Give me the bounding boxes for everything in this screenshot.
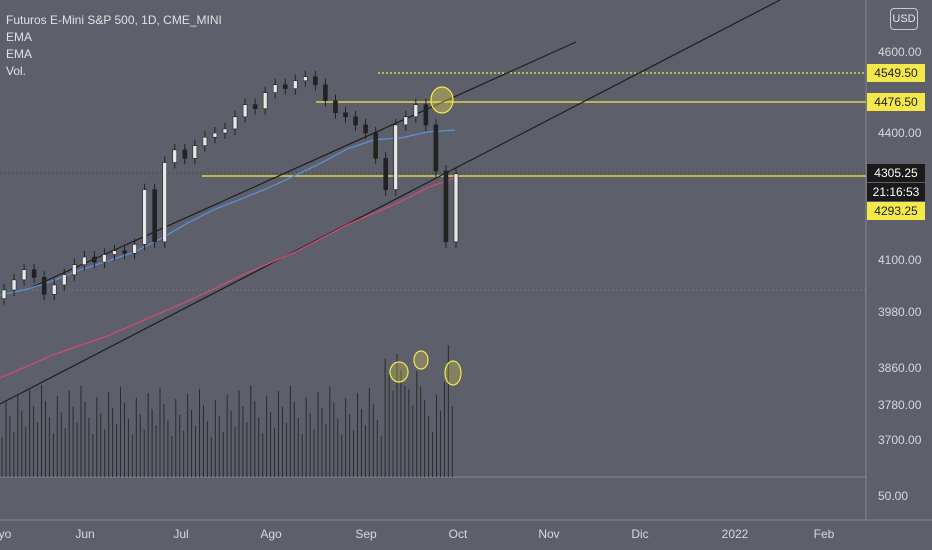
candle-body — [323, 84, 328, 101]
candle-body — [61, 274, 67, 286]
legend-title[interactable]: Futuros E-Mini S&P 500, 1D, CME_MINI — [6, 13, 222, 27]
candle-body — [443, 170, 449, 243]
candle-body — [21, 269, 27, 281]
legend-ema-2[interactable]: EMA — [6, 47, 33, 61]
candle-body — [172, 149, 178, 163]
candle-body — [262, 92, 268, 109]
candle-body — [72, 264, 77, 276]
candle-body — [403, 116, 409, 126]
candle-body — [303, 76, 308, 82]
candle-body — [292, 80, 298, 89]
highlight-circle-volume — [413, 350, 429, 370]
trendline-support[interactable] — [0, 0, 781, 405]
highlight-circle-volume — [444, 360, 462, 386]
candle-body — [212, 132, 218, 138]
candle-body — [353, 116, 358, 126]
time-tick-label: Jun — [75, 527, 94, 541]
candle-body — [51, 284, 57, 295]
candle-body — [82, 256, 87, 265]
time-tick-label: Jul — [173, 527, 188, 541]
candle-body — [122, 250, 127, 254]
time-tick-label: Ago — [260, 527, 282, 541]
candle-body — [343, 112, 348, 118]
price-tick-label: 3700.00 — [878, 433, 922, 447]
highlight-circle-price — [430, 86, 454, 114]
candle-body — [102, 254, 107, 263]
price-tick-label: 3860.00 — [878, 361, 922, 375]
candle-body — [31, 269, 37, 278]
time-tick-label: Sep — [355, 527, 377, 541]
candle-body — [383, 158, 388, 190]
candle-body — [282, 84, 288, 89]
price-tick-label: 3780.00 — [878, 398, 922, 412]
chart-legend: Futuros E-Mini S&P 500, 1D, CME_MINI EMA… — [6, 12, 222, 80]
ema-line-2 — [0, 177, 456, 379]
candle-body — [202, 136, 208, 146]
price-tag-box — [867, 183, 925, 201]
candle-body — [132, 244, 137, 254]
price-tag-label: 4305.25 — [874, 166, 918, 180]
candle-body — [232, 116, 238, 130]
candle-body — [333, 100, 338, 114]
candle-body — [272, 84, 278, 93]
time-tick-label: Feb — [814, 527, 835, 541]
time-tick-label: Nov — [538, 527, 559, 541]
candle-body — [313, 76, 318, 86]
candle-body — [11, 279, 17, 291]
highlight-circle-volume — [389, 361, 409, 383]
price-tag-label: 21:16:53 — [873, 185, 920, 199]
candle-body — [242, 104, 248, 118]
candle-body — [453, 173, 459, 243]
candle-body — [423, 104, 429, 126]
candle-body — [162, 162, 168, 243]
price-tick-label: 50.00 — [878, 489, 908, 503]
currency-button[interactable]: USD — [890, 8, 918, 30]
candle-body — [413, 104, 419, 118]
legend-volume[interactable]: Vol. — [6, 64, 27, 78]
candle-body — [222, 128, 228, 134]
candle-body — [192, 145, 198, 159]
candle-body — [112, 250, 117, 255]
candle-body — [92, 256, 97, 263]
candle-body — [373, 132, 378, 159]
candle-body — [433, 124, 439, 172]
price-tag-box — [867, 64, 925, 82]
price-tag-box — [867, 202, 925, 220]
time-tick-label: Dic — [631, 527, 648, 541]
time-tick-label: 2022 — [722, 527, 749, 541]
time-tick-label: Oct — [449, 527, 468, 541]
candle-body — [142, 189, 147, 245]
price-tick-label: 4400.00 — [878, 126, 922, 140]
candle-body — [152, 189, 157, 243]
trendline-upper[interactable] — [29, 41, 577, 289]
price-tag-label: 4476.50 — [874, 95, 918, 109]
candle-body — [182, 149, 188, 159]
price-tag-label: 4293.25 — [874, 204, 918, 218]
price-tick-label: 3980.00 — [878, 305, 922, 319]
price-tick-label: 4100.00 — [878, 253, 922, 267]
time-tick-label: yo — [0, 527, 12, 541]
candle-body — [252, 104, 258, 109]
candle-body — [393, 124, 399, 190]
price-tick-label: 4600.00 — [878, 45, 922, 59]
price-tag-box — [867, 164, 925, 182]
candle-body — [41, 277, 47, 295]
legend-ema-1[interactable]: EMA — [6, 30, 33, 44]
candle-body — [1, 289, 7, 299]
candle-body — [363, 124, 368, 134]
price-tag-label: 4549.50 — [874, 66, 918, 80]
price-tag-box — [867, 93, 925, 111]
